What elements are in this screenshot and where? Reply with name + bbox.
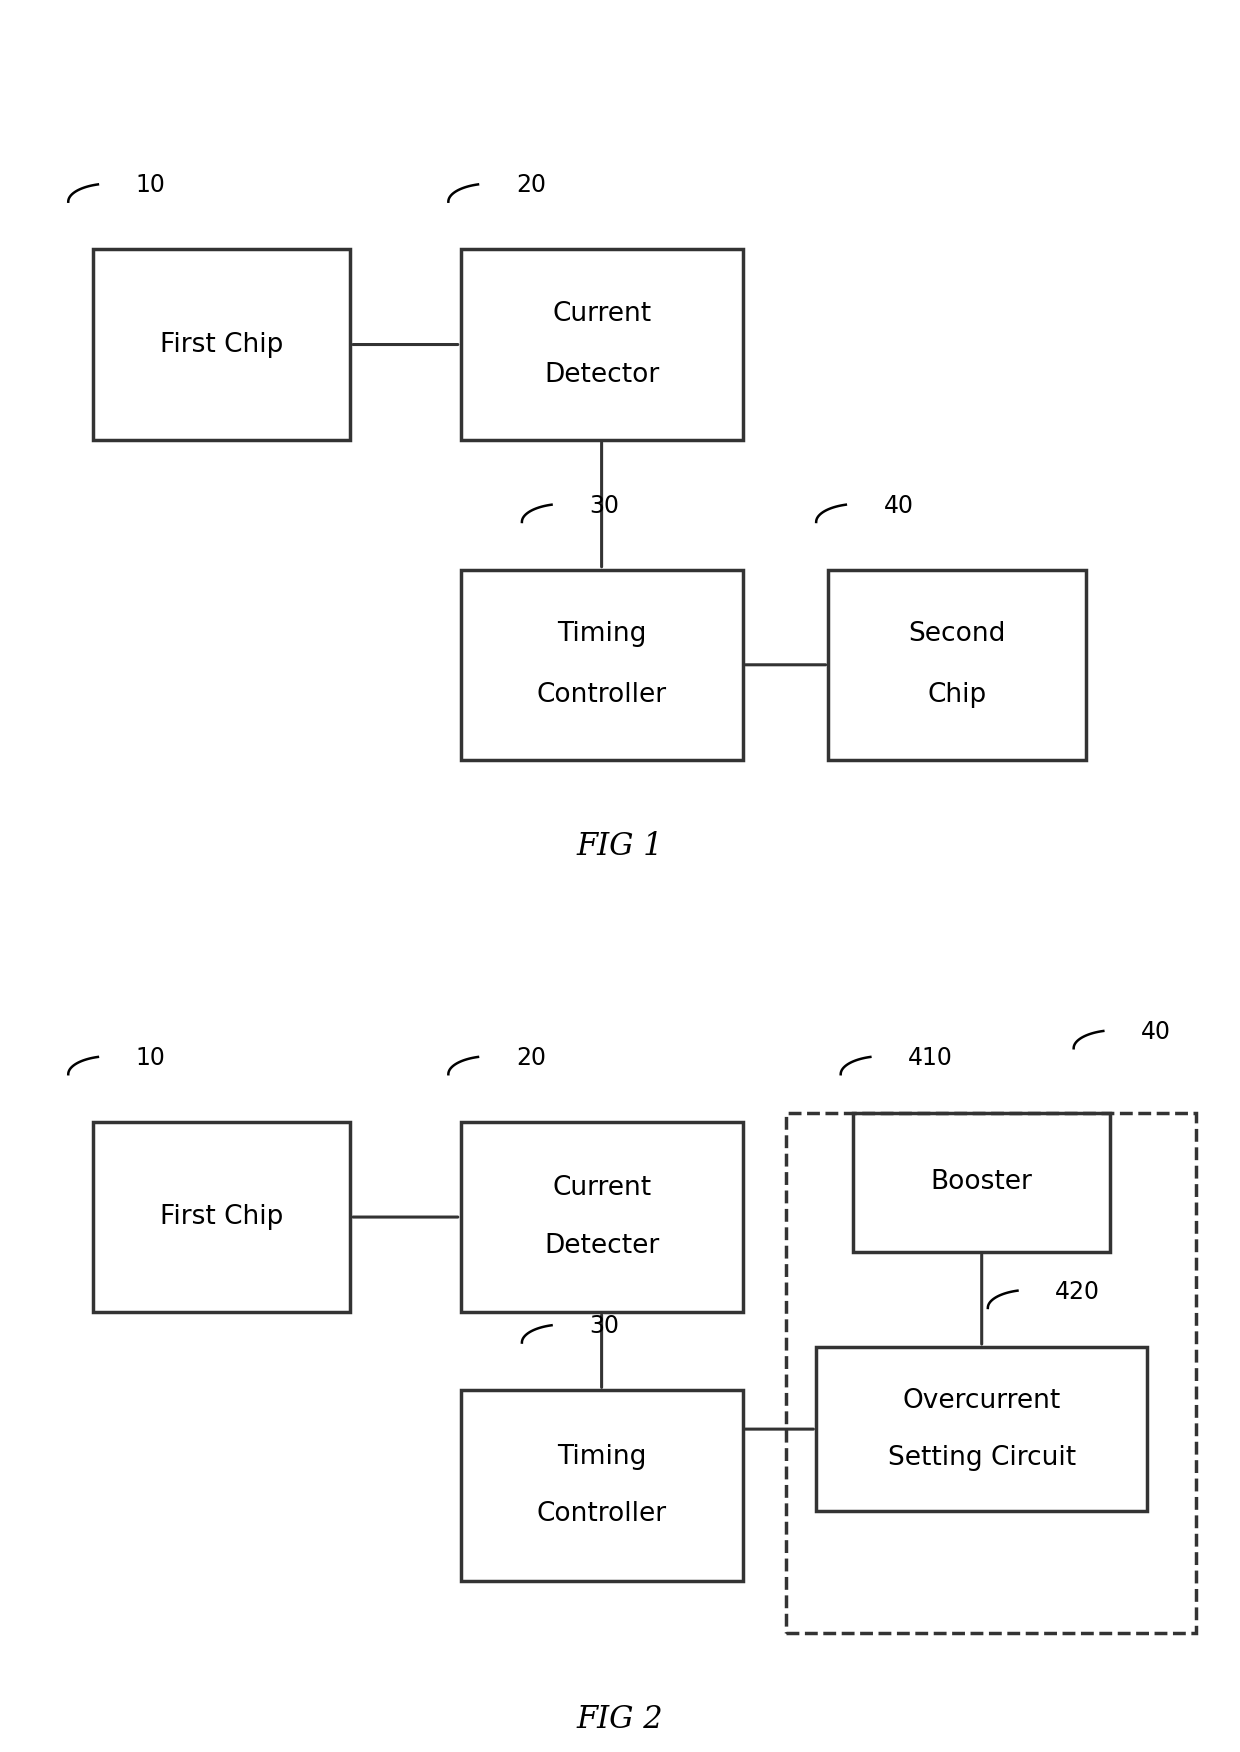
Text: 10: 10 (135, 173, 166, 198)
Bar (816, 1347, 1147, 1512)
Bar (93, 249, 350, 440)
Bar (460, 249, 743, 440)
Text: Booster: Booster (931, 1169, 1033, 1195)
Bar (460, 1121, 743, 1312)
Text: 410: 410 (908, 1046, 954, 1070)
Bar (785, 1113, 1197, 1633)
Text: FIG 2: FIG 2 (577, 1703, 663, 1734)
Text: Current: Current (552, 301, 651, 328)
Bar (828, 569, 1086, 760)
Text: 40: 40 (1141, 1020, 1171, 1044)
Text: 20: 20 (516, 173, 546, 198)
Text: Timing: Timing (557, 622, 646, 648)
Text: Chip: Chip (928, 682, 987, 708)
Text: 30: 30 (589, 494, 619, 517)
Text: Overcurrent: Overcurrent (903, 1388, 1061, 1414)
Text: Timing: Timing (557, 1444, 646, 1470)
Text: Setting Circuit: Setting Circuit (888, 1445, 1076, 1470)
Text: First Chip: First Chip (160, 331, 283, 357)
Bar (853, 1113, 1111, 1251)
Bar (93, 1121, 350, 1312)
Text: Current: Current (552, 1176, 651, 1202)
Text: 30: 30 (589, 1314, 619, 1339)
Text: Detector: Detector (544, 363, 660, 387)
Text: FIG 1: FIG 1 (577, 830, 663, 862)
Text: Controller: Controller (537, 682, 667, 708)
Text: Detecter: Detecter (544, 1233, 660, 1258)
Text: Controller: Controller (537, 1501, 667, 1528)
Text: First Chip: First Chip (160, 1204, 283, 1230)
Text: 40: 40 (884, 494, 914, 517)
Bar (460, 1389, 743, 1580)
Text: 20: 20 (516, 1046, 546, 1070)
Bar (460, 569, 743, 760)
Text: Second: Second (909, 622, 1006, 648)
Text: 10: 10 (135, 1046, 166, 1070)
Text: 420: 420 (1055, 1279, 1100, 1303)
